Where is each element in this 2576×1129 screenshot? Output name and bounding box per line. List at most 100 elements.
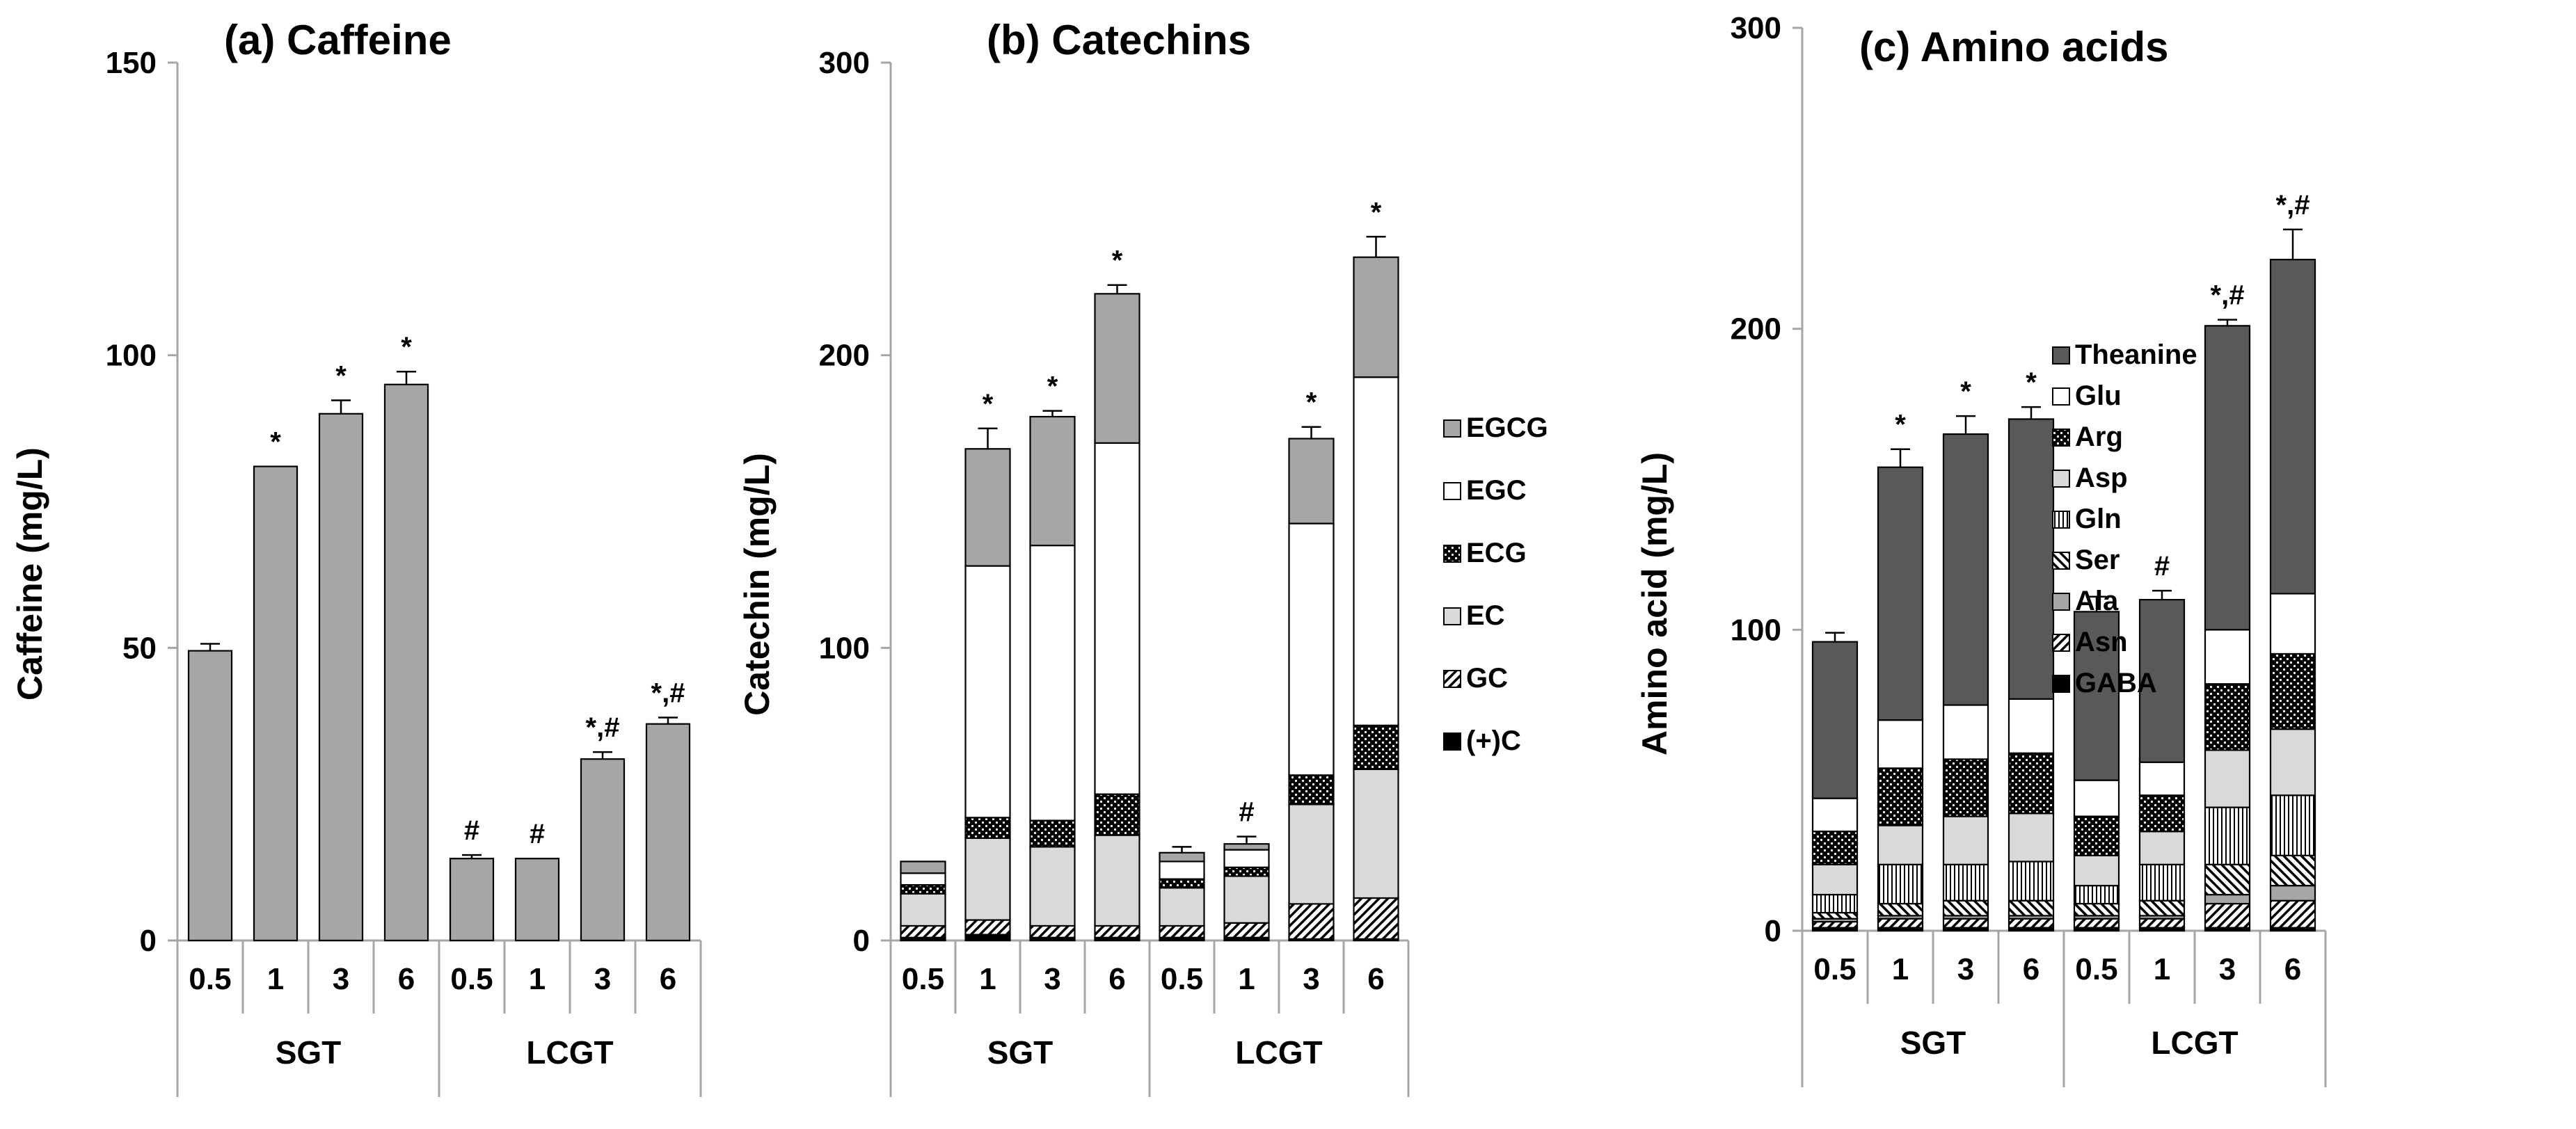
bar-segment-theanine bbox=[2269, 259, 2316, 595]
bar-segment-ec bbox=[1223, 875, 1270, 924]
x-tick-label: 1 bbox=[979, 962, 996, 996]
bar-segment-ser bbox=[2007, 899, 2055, 917]
chart-title: (c) Amino acids bbox=[1859, 24, 2169, 70]
bar-segment-gc bbox=[1353, 897, 1399, 940]
x-tick-label: 6 bbox=[1108, 962, 1125, 996]
x-tick-label: 0.5 bbox=[902, 962, 944, 996]
bar-segment-ecg bbox=[900, 883, 946, 895]
x-tick-label: 0.5 bbox=[189, 962, 231, 996]
group-label-sgt: SGT bbox=[1900, 1025, 1966, 1061]
y-axis-label: Catechin (mg/L) bbox=[738, 453, 777, 716]
bar-segment-theanine bbox=[2138, 598, 2186, 763]
y-tick-label: 100 bbox=[819, 631, 870, 665]
bar-segment-theanine bbox=[2073, 611, 2120, 781]
bar-segment-asn bbox=[2073, 918, 2120, 929]
legend-swatch-c bbox=[1443, 732, 1461, 751]
x-tick-label: 0.5 bbox=[450, 962, 493, 996]
significance-mark: *,# bbox=[651, 678, 685, 708]
y-tick-label: 100 bbox=[106, 339, 157, 373]
bar-segment-arg bbox=[2073, 815, 2120, 856]
x-tick-label: 1 bbox=[267, 962, 284, 996]
bar-segment-asn bbox=[1877, 918, 1924, 929]
bar-segment-ecg bbox=[1029, 819, 1076, 848]
bar-segment-asp bbox=[2073, 854, 2120, 887]
bar-segment-ecg bbox=[1353, 724, 1399, 771]
x-tick-label: 1 bbox=[1238, 962, 1255, 996]
significance-mark: # bbox=[2154, 551, 2170, 582]
bar-segment-asp bbox=[1811, 863, 1859, 896]
legend-swatch-egcg bbox=[1443, 419, 1461, 438]
x-tick-label: 3 bbox=[1044, 962, 1060, 996]
bar-segment-theanine bbox=[2007, 418, 2055, 700]
legend-swatch-ecg bbox=[1443, 545, 1461, 563]
x-tick-label: 6 bbox=[398, 962, 415, 996]
x-tick-label: 3 bbox=[1303, 962, 1319, 996]
x-tick-label: 0.5 bbox=[1161, 962, 1203, 996]
legend-swatch-egc bbox=[1443, 482, 1461, 500]
panel-caffeine: (a) Caffeine Caffeine (mg/L) 0 50 100 150 0.… bbox=[10, 17, 702, 1097]
legend-label-gc: GC bbox=[1466, 663, 1508, 694]
significance-mark: * bbox=[1960, 376, 1971, 407]
bar-segment-asp bbox=[2204, 749, 2251, 808]
legend-swatch-asn bbox=[2052, 634, 2070, 652]
legend-swatch-gc bbox=[1443, 670, 1461, 688]
legend-label-ecg: ECG bbox=[1466, 538, 1527, 568]
chart-title: (a) Caffeine bbox=[224, 17, 452, 63]
x-tick-label: 1 bbox=[1892, 952, 1909, 986]
chart-title: (b) Catechins bbox=[987, 17, 1251, 63]
y-tick-label: 150 bbox=[106, 46, 157, 80]
bar-segment-gln bbox=[2204, 806, 2251, 865]
bar-segment-arg bbox=[2204, 683, 2251, 751]
legend-swatch-ser bbox=[2052, 552, 2070, 570]
bar-segment-gln bbox=[1811, 893, 1859, 914]
group-label-sgt: SGT bbox=[276, 1034, 342, 1071]
x-tick-label: 1 bbox=[529, 962, 546, 996]
bar-segment-ecg bbox=[1159, 878, 1205, 889]
bar-segment-gc bbox=[964, 919, 1011, 936]
bar-segment-ser bbox=[2269, 854, 2316, 887]
bar-segment-gc bbox=[1029, 924, 1076, 938]
bar-segment-asn bbox=[2269, 899, 2316, 929]
bar-segment-ser bbox=[1942, 899, 1989, 917]
bar-segment-arg bbox=[1811, 831, 1859, 865]
bar-segment-ecg bbox=[1288, 774, 1335, 806]
legend-swatch-ec bbox=[1443, 607, 1461, 625]
bar-segment-asn bbox=[2138, 918, 2186, 929]
bar-segment-caffeine bbox=[253, 465, 299, 942]
bar-segment-asp bbox=[2138, 831, 2186, 865]
legend-label-c: (+)C bbox=[1466, 726, 1521, 756]
bar-segment-theanine bbox=[1877, 466, 1924, 721]
bar-segment-ser bbox=[1811, 911, 1859, 920]
bar-segment-egcg bbox=[1094, 293, 1140, 444]
significance-mark: * bbox=[2026, 367, 2037, 398]
bar-segment-arg bbox=[1942, 758, 1989, 817]
bar-segment-glu bbox=[2138, 761, 2186, 796]
bar-segment-ala bbox=[2269, 884, 2316, 902]
legend-label-asp: Asp bbox=[2075, 463, 2128, 493]
bar-segment-ecg bbox=[1094, 793, 1140, 836]
y-tick-label: 300 bbox=[1731, 11, 1781, 45]
y-tick-label: 0 bbox=[853, 924, 870, 958]
bar-segment-egc bbox=[964, 565, 1011, 819]
bar-segment-gln bbox=[1877, 863, 1924, 905]
bar-segment-egc bbox=[1288, 522, 1335, 776]
y-tick-label: 0 bbox=[1765, 914, 1781, 948]
legend-swatch-glu bbox=[2052, 387, 2070, 406]
group-label-lcgt: LCGT bbox=[526, 1034, 613, 1071]
bar-segment-glu bbox=[2204, 629, 2251, 685]
significance-mark: * bbox=[401, 332, 412, 362]
bar-segment-asn bbox=[1942, 918, 1989, 929]
bar-segment-asp bbox=[1877, 824, 1924, 865]
y-tick-label: 200 bbox=[1731, 312, 1781, 346]
y-axis-label: Amino acid (mg/L) bbox=[1635, 452, 1674, 755]
y-tick-label: 200 bbox=[819, 339, 870, 373]
bar-segment-caffeine bbox=[449, 858, 495, 942]
bar-segment-arg bbox=[2007, 752, 2055, 815]
bar-segment-asp bbox=[2007, 812, 2055, 863]
bar-segment-theanine bbox=[2204, 325, 2251, 631]
bar-segment-ecg bbox=[964, 817, 1011, 839]
bar-segment-gln bbox=[2073, 884, 2120, 905]
significance-mark: *,# bbox=[2276, 190, 2310, 221]
bar-segment-ec bbox=[964, 837, 1011, 921]
bar-segment-caffeine bbox=[318, 413, 364, 942]
